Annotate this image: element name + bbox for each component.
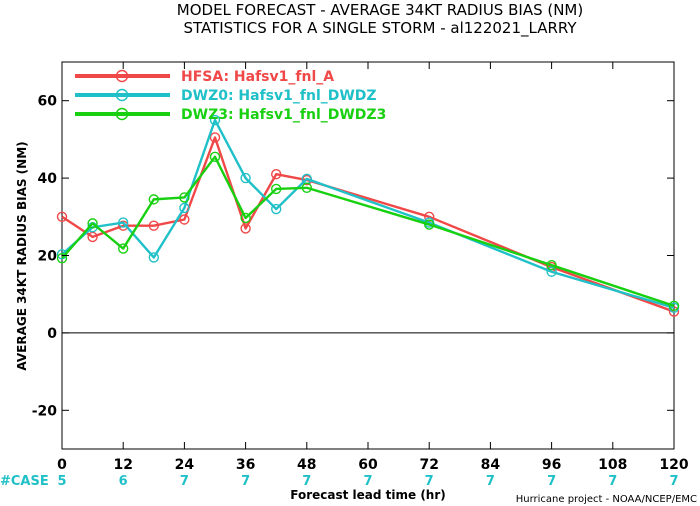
chart-subtitle: STATISTICS FOR A SINGLE STORM - al122021…	[183, 19, 577, 38]
series-line	[61, 118, 675, 309]
legend-label: HFSA: Hafsv1_fnl_A	[181, 69, 334, 85]
y-tick-label: 0	[47, 326, 57, 342]
data-point	[240, 172, 251, 184]
data-point	[148, 252, 160, 263]
x-tick-label: 72	[419, 457, 438, 473]
legend-label: DWZ3: Hafsv1_fnl_DWDZ3	[181, 107, 386, 123]
case-count: 7	[302, 474, 311, 489]
case-count: 6	[119, 474, 128, 489]
x-tick-label: 96	[542, 457, 561, 473]
case-count: 7	[547, 474, 556, 489]
case-count: 7	[608, 474, 617, 489]
data-point	[424, 211, 435, 223]
x-tick-label: 48	[297, 457, 316, 473]
data-point	[271, 169, 282, 180]
x-tick-label: 0	[57, 457, 67, 473]
case-count: 5	[57, 474, 66, 489]
x-tick-label: 84	[481, 457, 501, 473]
legend-marker	[115, 69, 129, 83]
data-point	[301, 182, 312, 193]
data-point	[117, 220, 129, 231]
y-axis-label: AVERAGE 34KT RADIUS BIAS (NM)	[15, 141, 29, 370]
data-point	[271, 203, 282, 215]
case-count: 7	[241, 474, 250, 489]
series-line	[61, 155, 675, 307]
legend-marker	[115, 107, 129, 121]
data-point	[179, 214, 190, 225]
x-tick-label: 36	[236, 457, 255, 473]
case-count: 7	[180, 474, 189, 489]
legend-label: DWZ0: Hafsv1_fnl_DWDZ	[181, 88, 377, 104]
data-point	[240, 223, 251, 234]
case-count: 7	[363, 474, 372, 489]
chart-title: MODEL FORECAST - AVERAGE 34KT RADIUS BIA…	[177, 1, 583, 19]
data-point	[240, 212, 251, 224]
case-count: 7	[486, 474, 495, 489]
x-tick-label: 12	[113, 457, 132, 473]
data-point	[668, 300, 680, 312]
data-point	[179, 192, 190, 203]
legend: HFSA: Hafsv1_fnl_A DWZ0: Hafsv1_fnl_DWDZ D…	[75, 69, 386, 123]
data-point	[209, 114, 221, 126]
y-tick-label: 40	[38, 171, 58, 187]
case-count: 7	[669, 474, 678, 489]
x-axis-label: Forecast lead time (hr)	[290, 488, 446, 502]
data-point	[117, 243, 129, 254]
data-point	[148, 220, 160, 231]
x-tick-label: 24	[175, 457, 195, 473]
data-point	[209, 132, 221, 143]
x-tick-label: 108	[598, 457, 627, 473]
series-line	[61, 136, 675, 313]
case-label: #CASE	[0, 474, 49, 489]
data-point	[424, 219, 435, 230]
data-point	[546, 266, 557, 277]
legend-marker	[115, 88, 129, 102]
data-point	[117, 217, 129, 228]
x-tick-label: 120	[659, 457, 688, 473]
data-point	[87, 218, 98, 229]
data-point	[271, 183, 282, 195]
credit-text: Hurricane project - NOAA/NCEP/EMC	[516, 494, 697, 505]
data-point	[56, 211, 68, 223]
y-tick-label: 60	[38, 94, 58, 110]
data-point	[546, 259, 557, 271]
data-point	[209, 151, 221, 163]
y-tick-label: -20	[32, 403, 58, 419]
case-count: 7	[425, 474, 434, 489]
y-tick-label: 20	[38, 249, 58, 265]
x-tick-label: 60	[358, 457, 378, 473]
data-point	[56, 253, 68, 264]
data-point	[179, 202, 190, 214]
data-point	[148, 194, 160, 205]
